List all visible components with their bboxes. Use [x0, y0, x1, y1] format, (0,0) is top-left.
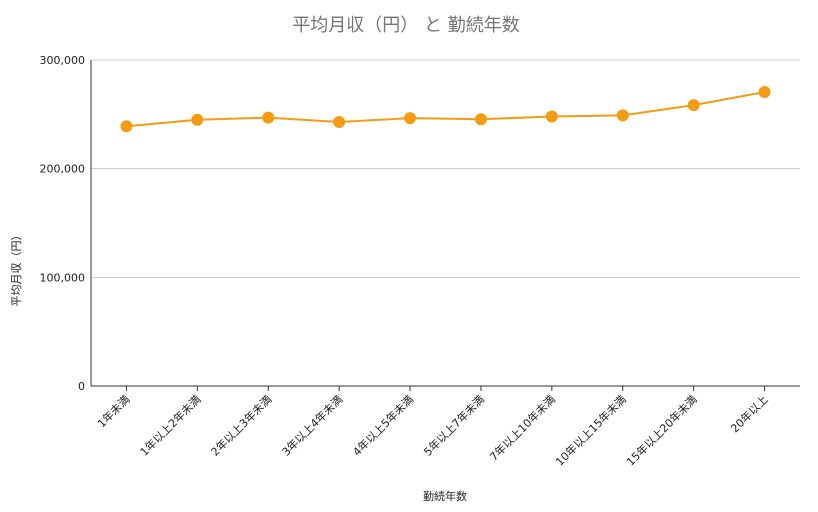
- x-axis-label: 勤続年数: [423, 489, 467, 503]
- series-line: [126, 91, 765, 128]
- x-tick-label: 15年以上20年未満: [623, 392, 699, 468]
- chart-title: 平均月収（円） と 勤続年数: [292, 15, 519, 36]
- y-tick-label: 100,000: [40, 271, 86, 284]
- x-tick-label: 1年以上2年未満: [137, 392, 203, 458]
- data-point: [474, 113, 487, 126]
- series-group: [120, 86, 771, 133]
- data-point: [616, 109, 629, 122]
- data-point: [120, 120, 133, 133]
- data-point: [687, 99, 700, 112]
- y-tick-label: 300,000: [40, 54, 86, 67]
- gridlines: [91, 59, 800, 278]
- x-tick-label: 1年未満: [94, 392, 132, 430]
- y-axis-ticks: 0 100,000 200,000 300,000: [40, 54, 86, 393]
- data-point: [191, 113, 204, 126]
- data-point: [262, 111, 275, 124]
- x-tick-label: 3年以上4年未満: [279, 392, 345, 458]
- data-point: [404, 112, 417, 125]
- data-point: [545, 110, 558, 123]
- data-point: [758, 86, 771, 99]
- x-tick-label: 5年以上7年未満: [421, 392, 487, 458]
- x-tick-label: 4年以上5年未満: [350, 392, 416, 458]
- y-axis-label: 平均月収（円）: [10, 230, 23, 307]
- y-tick-label: 200,000: [40, 163, 86, 176]
- data-point: [333, 115, 346, 128]
- x-tick-label: 10年以上15年未満: [553, 392, 629, 468]
- x-tick-label: 20年以上: [728, 392, 771, 435]
- y-tick-label: 0: [78, 380, 85, 393]
- x-tick-label: 2年以上3年未満: [208, 392, 274, 458]
- x-tick-label: 7年以上10年未満: [487, 392, 558, 463]
